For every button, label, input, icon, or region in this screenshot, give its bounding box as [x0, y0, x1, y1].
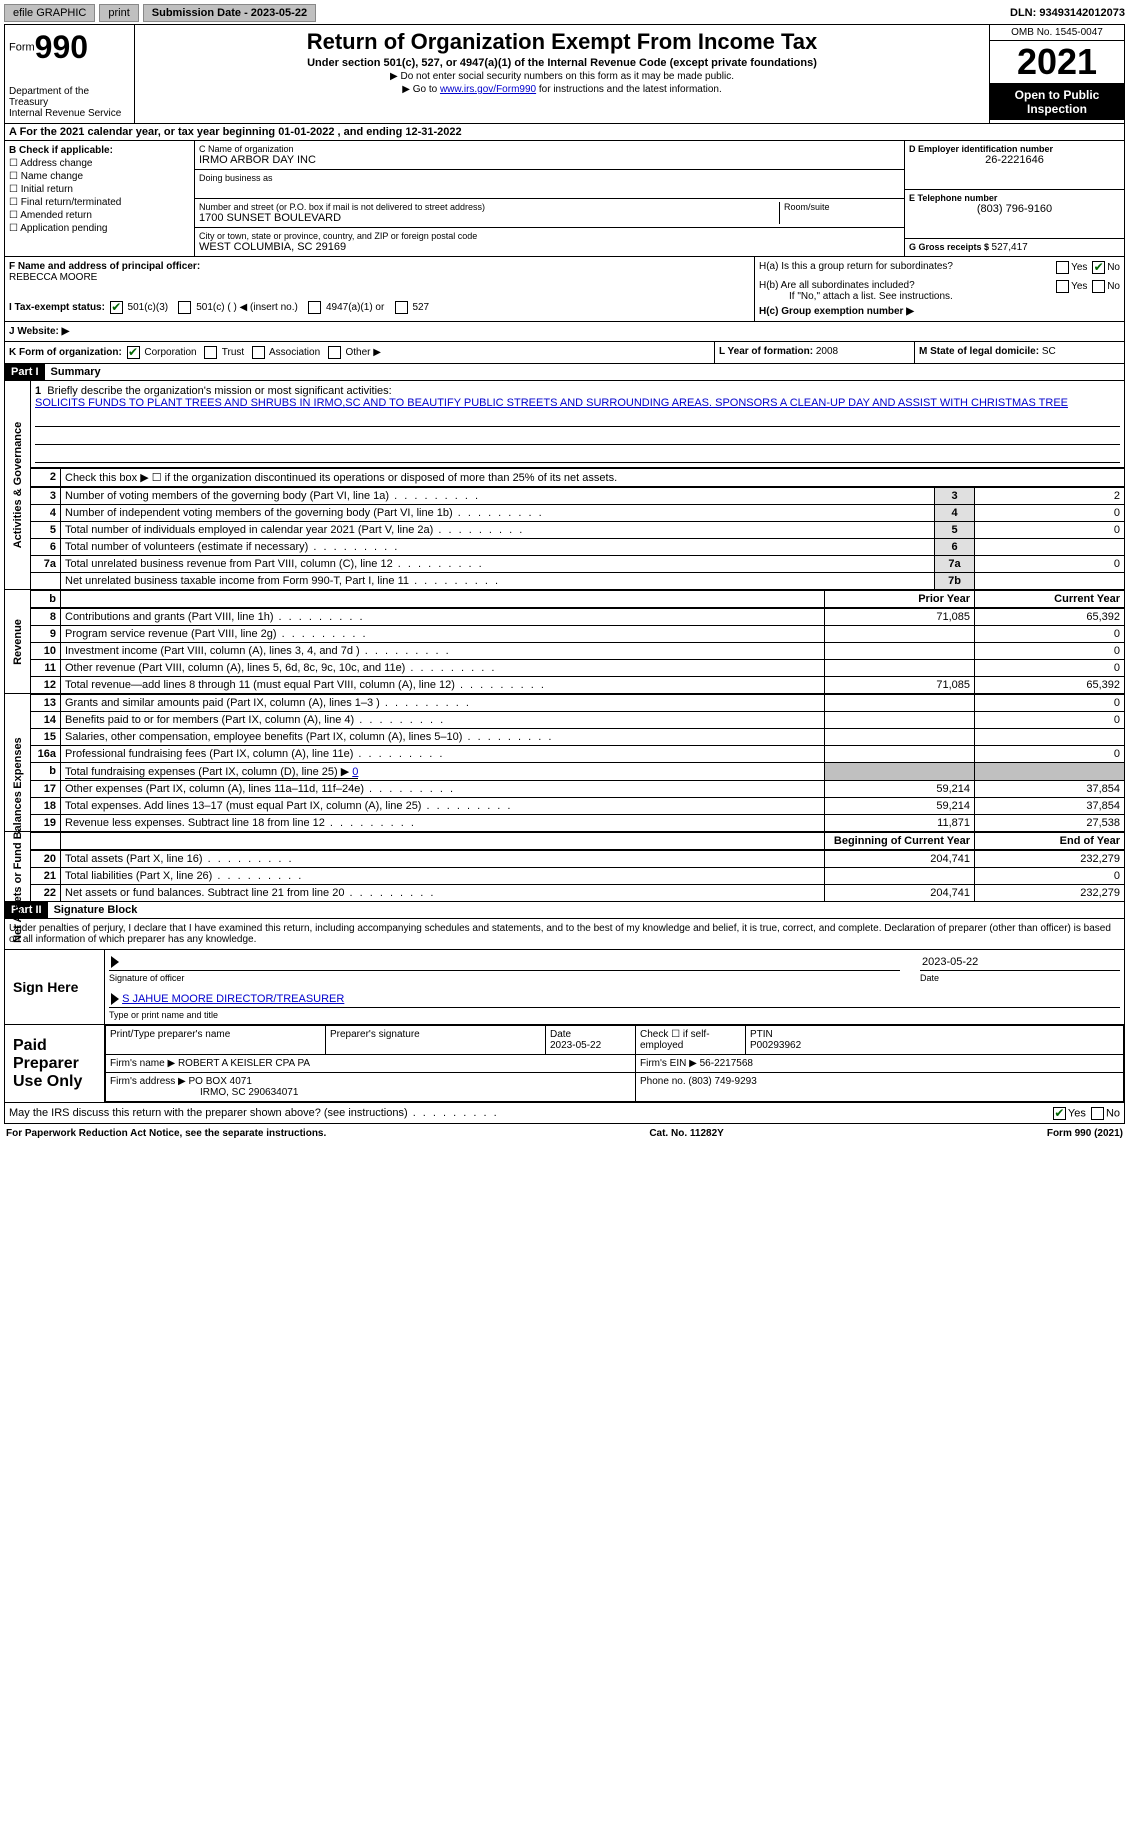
info-block: B Check if applicable: ☐ Address change …: [4, 141, 1125, 257]
print-button[interactable]: print: [99, 4, 138, 22]
mayirs-no[interactable]: [1091, 1107, 1104, 1120]
form-header: Form990 Department of the Treasury Inter…: [4, 25, 1125, 124]
efile-button[interactable]: efile GRAPHIC: [4, 4, 95, 22]
527-checkbox[interactable]: [395, 301, 408, 314]
may-irs-row: May the IRS discuss this return with the…: [4, 1103, 1125, 1124]
submission-date-box: Submission Date - 2023-05-22: [143, 4, 316, 22]
paid-preparer-row: Paid Preparer Use Only Print/Type prepar…: [4, 1025, 1125, 1103]
form-title: Return of Organization Exempt From Incom…: [139, 29, 985, 55]
page-footer: For Paperwork Reduction Act Notice, see …: [4, 1124, 1125, 1143]
other-checkbox[interactable]: [328, 346, 341, 359]
section-d-e-g: D Employer identification number 26-2221…: [904, 141, 1124, 256]
part1-header: Part I Summary: [4, 364, 1125, 381]
ha-no[interactable]: [1092, 261, 1105, 274]
penalties-text: Under penalties of perjury, I declare th…: [4, 919, 1125, 950]
header-left: Form990 Department of the Treasury Inter…: [5, 25, 135, 123]
fgh-block: F Name and address of principal officer:…: [4, 257, 1125, 322]
dln-label: DLN: 93493142012073: [1010, 7, 1125, 19]
vlabel-activities: Activities & Governance: [4, 381, 30, 590]
irs-link[interactable]: www.irs.gov/Form990: [440, 84, 536, 95]
j-block: J Website: ▶: [4, 322, 1125, 342]
hb-yes[interactable]: [1056, 280, 1069, 293]
header-mid: Return of Organization Exempt From Incom…: [135, 25, 989, 123]
header-right: OMB No. 1545-0047 2021 Open to Public In…: [989, 25, 1124, 123]
vlabel-netassets: Net Assets or Fund Balances: [4, 832, 30, 902]
501c3-checkbox[interactable]: [110, 301, 123, 314]
assoc-checkbox[interactable]: [252, 346, 265, 359]
trust-checkbox[interactable]: [204, 346, 217, 359]
mission-box: 1 Briefly describe the organization's mi…: [30, 381, 1125, 468]
4947-checkbox[interactable]: [308, 301, 321, 314]
501c-checkbox[interactable]: [178, 301, 191, 314]
part2-header: Part II Signature Block: [4, 902, 1125, 919]
section-c: C Name of organization IRMO ARBOR DAY IN…: [195, 141, 904, 256]
section-b: B Check if applicable: ☐ Address change …: [5, 141, 195, 256]
topbar: efile GRAPHIC print Submission Date - 20…: [4, 4, 1125, 25]
corp-checkbox[interactable]: [127, 346, 140, 359]
mayirs-yes[interactable]: [1053, 1107, 1066, 1120]
ha-yes[interactable]: [1056, 261, 1069, 274]
klm-block: K Form of organization: Corporation Trus…: [4, 342, 1125, 364]
calendar-year-line: A For the 2021 calendar year, or tax yea…: [4, 124, 1125, 141]
sign-here-row: Sign Here Signature of officer 2023-05-2…: [4, 950, 1125, 1025]
summary-table-3-7: 2Check this box ▶ ☐ if the organization …: [30, 468, 1125, 487]
hb-no[interactable]: [1092, 280, 1105, 293]
vlabel-revenue: Revenue: [4, 590, 30, 694]
